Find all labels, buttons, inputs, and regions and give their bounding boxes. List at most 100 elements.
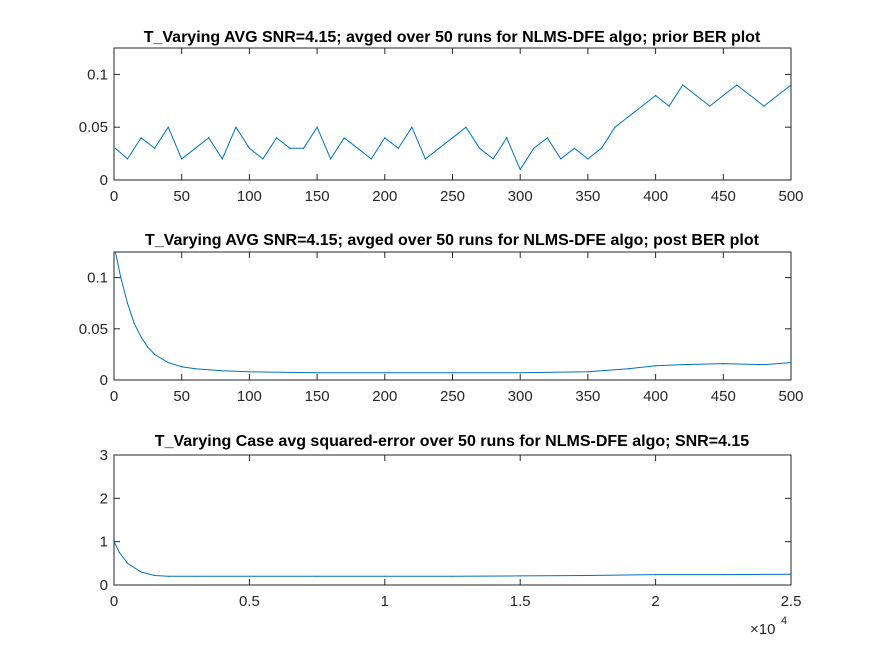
prior-ber-data-point <box>154 147 156 149</box>
prior-ber-x-tick-label: 400 <box>643 188 668 205</box>
prior-ber-data-point <box>749 94 752 97</box>
squared-error-x-tick-label: 2.5 <box>781 593 802 610</box>
prior-ber-data-point <box>776 94 779 97</box>
squared-error-data-point <box>167 575 169 577</box>
post-ber-y-tick-label: 0.05 <box>79 321 108 338</box>
post-ber-x-tick-label: 400 <box>643 388 668 405</box>
post-ber-x-tick-label: 150 <box>305 388 330 405</box>
squared-error-data-point <box>384 575 386 577</box>
prior-ber-data-point <box>397 147 399 149</box>
post-ber-x-tick-label: 100 <box>237 388 262 405</box>
prior-ber-y-tick-label: 0.1 <box>87 66 108 83</box>
squared-error-y-tick-label: 2 <box>100 490 108 507</box>
prior-ber-data-point <box>546 137 548 139</box>
prior-ber-data-point <box>790 84 791 86</box>
squared-error-x-tick-label: 1.5 <box>510 593 531 610</box>
post-ber-data-point <box>126 302 129 304</box>
prior-ber-data-point <box>262 158 264 160</box>
post-ber-data-point <box>627 368 630 370</box>
prior-ber-data-point <box>668 105 670 107</box>
subplot-squared-error: T_Varying Case avg squared-error over 50… <box>100 433 802 638</box>
prior-ber-data-point <box>560 158 562 160</box>
prior-ber-data-point <box>465 126 467 128</box>
post-ber-x-tick-label: 450 <box>711 388 736 405</box>
prior-ber-data-point <box>451 137 454 139</box>
post-ber-y-tick-label: 0 <box>100 372 108 389</box>
prior-ber-y-tick-label: 0.05 <box>79 119 108 136</box>
prior-ber-data-point <box>235 126 237 128</box>
post-ber-data-point <box>120 277 122 279</box>
prior-ber-data-point <box>248 147 250 149</box>
post-ber-data-point <box>316 372 318 374</box>
prior-ber-data-point <box>533 147 535 149</box>
prior-ber-data-point <box>167 126 169 128</box>
post-ber-data-point <box>384 372 386 374</box>
prior-ber-data-point <box>208 137 210 139</box>
squared-error-x-tick-label: 0 <box>110 593 118 610</box>
subplot-post-ber-title: T_Varying AVG SNR=4.15; avged over 50 ru… <box>145 232 760 249</box>
prior-ber-data-point <box>357 147 359 149</box>
post-ber-data-point <box>519 372 521 374</box>
prior-ber-data-point <box>587 158 589 160</box>
subplot-squared-error-title: T_Varying Case avg squared-error over 50… <box>155 433 750 450</box>
post-ber-data-point <box>790 362 791 364</box>
squared-error-series-line <box>114 541 791 577</box>
prior-ber-x-tick-label: 500 <box>778 188 803 205</box>
prior-ber-data-point <box>221 158 223 160</box>
post-ber-data-point <box>114 252 116 253</box>
post-ber-x-tick-label: 0 <box>110 388 118 405</box>
prior-ber-data-point <box>682 84 684 86</box>
prior-ber-data-point <box>722 94 724 97</box>
squared-error-data-point <box>118 551 120 554</box>
x-exponent-base: ×10 <box>750 621 775 638</box>
prior-ber-data-point <box>289 147 291 149</box>
squared-error-data-point <box>655 574 657 576</box>
squared-error-data-point <box>451 575 454 577</box>
prior-ber-data-point <box>343 137 345 139</box>
post-ber-data-point <box>221 370 223 372</box>
prior-ber-axes <box>113 47 792 181</box>
post-ber-x-tick-label: 500 <box>778 388 803 405</box>
prior-ber-data-point <box>181 158 183 160</box>
prior-ber-data-point <box>384 137 386 139</box>
prior-ber-data-point <box>303 147 305 149</box>
prior-ber-x-tick-label: 450 <box>711 188 736 205</box>
prior-ber-data-point <box>140 137 142 139</box>
squared-error-x-tick-label: 2 <box>651 593 659 610</box>
post-ber-data-point <box>133 323 135 325</box>
squared-error-y-tick-label: 1 <box>100 534 108 551</box>
post-ber-data-point <box>248 371 250 373</box>
prior-ber-data-point <box>438 147 440 149</box>
post-ber-data-point <box>154 353 156 355</box>
prior-ber-x-tick-label: 350 <box>575 188 600 205</box>
prior-ber-x-tick-label: 100 <box>237 188 262 205</box>
prior-ber-data-point <box>330 158 332 160</box>
post-ber-data-point <box>587 371 589 373</box>
prior-ber-data-point <box>655 94 657 97</box>
post-ber-x-tick-label: 350 <box>575 388 600 405</box>
post-ber-x-tick-label: 50 <box>173 388 190 405</box>
prior-ber-data-point <box>370 158 372 160</box>
post-ber-data-point <box>181 366 183 368</box>
prior-ber-data-point <box>709 105 711 107</box>
post-ber-data-point <box>167 362 169 364</box>
prior-ber-data-point <box>641 105 643 107</box>
squared-error-data-point <box>154 574 156 577</box>
post-ber-x-tick-label: 200 <box>372 388 397 405</box>
post-ber-data-point <box>451 372 454 374</box>
prior-ber-data-point <box>126 158 129 160</box>
post-ber-data-point <box>682 364 684 366</box>
squared-error-y-tick-label: 0 <box>100 577 108 594</box>
prior-ber-data-point <box>194 147 196 149</box>
prior-ber-data-point <box>695 94 697 97</box>
subplot-prior-ber-title: T_Varying AVG SNR=4.15; avged over 50 ru… <box>144 29 761 46</box>
prior-ber-data-point <box>424 158 426 160</box>
x-exponent-label: ×10 4 <box>750 615 787 638</box>
squared-error-axes <box>113 454 792 586</box>
prior-ber-x-tick-label: 150 <box>305 188 330 205</box>
prior-ber-x-tick-label: 0 <box>110 188 118 205</box>
prior-ber-x-tick-label: 250 <box>440 188 465 205</box>
squared-error-x-tick-label: 0.5 <box>239 593 260 610</box>
post-ber-data-point <box>140 336 142 338</box>
